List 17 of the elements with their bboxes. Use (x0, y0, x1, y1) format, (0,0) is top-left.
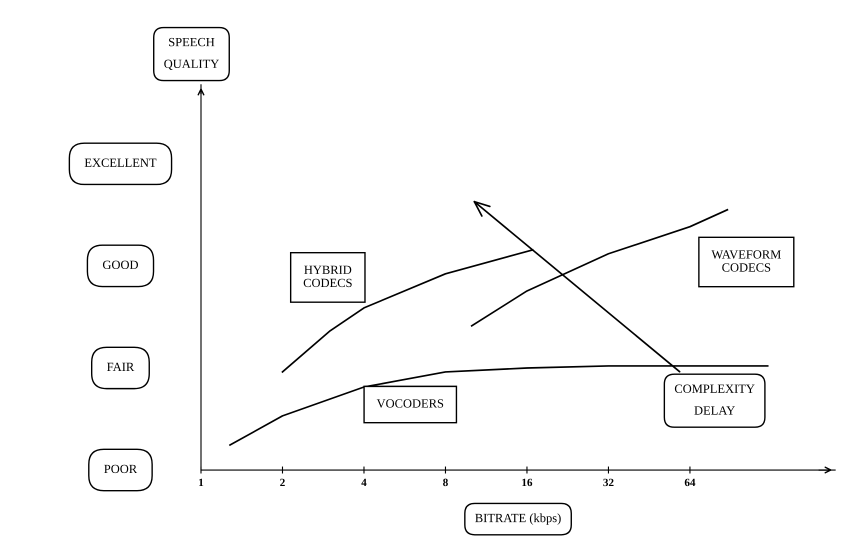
x-tick-label: 2 (280, 478, 285, 486)
annotation: COMPLEXITY DELAY (674, 384, 755, 415)
x-tick-label: 32 (603, 478, 614, 486)
text: SPEECH QUALITY (164, 38, 219, 70)
text: GOOD (102, 260, 138, 270)
x-tick-label: 16 (522, 478, 532, 486)
text: EXCELLENT (84, 158, 156, 167)
text: POOR (104, 464, 138, 474)
x-tick-label: 64 (684, 478, 696, 486)
x-axis-title: BITRATE (kbps) (475, 513, 561, 525)
series-label: HYBRID CODECS (304, 266, 352, 288)
x-tick-label: 1 (199, 478, 204, 486)
text: FAIR (107, 362, 134, 371)
x-tick-label: 8 (443, 478, 448, 486)
x-tick-label: 4 (361, 478, 367, 486)
series-label: VOCODERS (376, 399, 444, 408)
text: WAVEFORM CODECS (711, 250, 781, 272)
